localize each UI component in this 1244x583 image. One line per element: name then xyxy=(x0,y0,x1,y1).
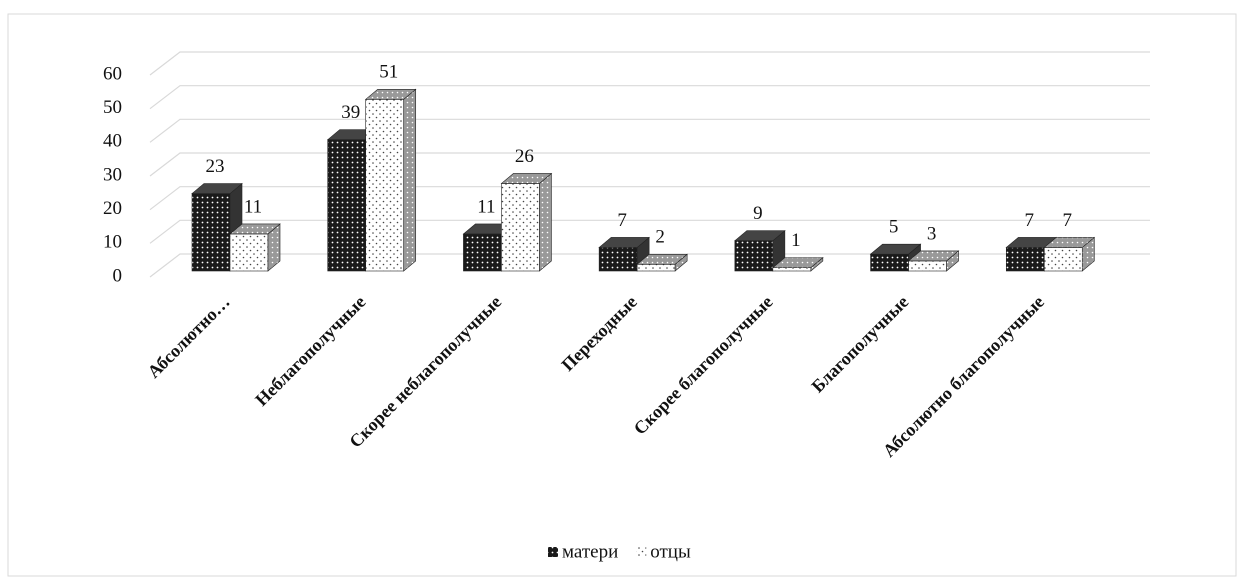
bar-top xyxy=(500,173,553,184)
grid-line xyxy=(149,152,1150,177)
bar-front xyxy=(734,240,774,272)
x-tick-label: Скорее благополучные xyxy=(630,292,777,439)
data-label: 2 xyxy=(655,227,665,248)
bar-top xyxy=(1043,237,1096,248)
bar-front xyxy=(598,247,638,272)
data-label: 39 xyxy=(341,102,360,123)
data-label: 7 xyxy=(1025,210,1035,231)
bar-front xyxy=(501,183,540,272)
legend-swatch xyxy=(636,547,647,557)
data-label: 7 xyxy=(617,210,627,231)
chart-border xyxy=(7,13,1237,577)
legend-swatch xyxy=(548,547,558,557)
bar xyxy=(907,250,960,272)
bar-top xyxy=(907,250,960,262)
grid-line xyxy=(149,85,1150,110)
bar-front xyxy=(870,253,909,272)
y-tick-label: 50 xyxy=(103,97,122,118)
x-tick-label: Неблагополучные xyxy=(251,292,369,410)
bar-front xyxy=(191,193,231,272)
data-label: 23 xyxy=(206,156,225,177)
bar-top xyxy=(772,257,824,268)
bar-top xyxy=(364,89,417,100)
bar-front xyxy=(636,263,676,272)
data-label: 11 xyxy=(477,196,495,217)
bar-front xyxy=(327,139,367,272)
bar-front xyxy=(1005,247,1045,272)
bar xyxy=(636,253,688,272)
data-label: 3 xyxy=(927,223,937,244)
y-tick-label: 60 xyxy=(103,63,122,84)
bar xyxy=(191,182,243,272)
bar xyxy=(500,172,553,272)
bar-top xyxy=(734,230,786,241)
y-tick-label: 10 xyxy=(103,232,122,253)
bar-top xyxy=(636,253,688,265)
bar xyxy=(772,256,824,272)
y-tick-label: 0 xyxy=(113,265,123,286)
grid-line xyxy=(149,118,1150,143)
bar xyxy=(734,230,786,272)
data-label: 5 xyxy=(889,217,899,238)
y-tick-label: 30 xyxy=(103,164,122,185)
bar-front xyxy=(463,233,502,272)
bar xyxy=(229,223,281,272)
bar-top xyxy=(869,243,922,255)
legend-label: отцы xyxy=(650,541,691,562)
bar-front xyxy=(1043,247,1083,272)
grid-line xyxy=(149,186,1150,211)
data-label: 11 xyxy=(244,196,262,217)
bar-side xyxy=(539,172,552,272)
x-tick-label: Абсолютно благополучные xyxy=(879,292,1048,461)
data-label: 1 xyxy=(791,230,801,251)
grid-line xyxy=(149,219,1150,244)
grid-line xyxy=(149,253,1150,278)
data-label: 7 xyxy=(1063,210,1073,231)
y-tick-label: 20 xyxy=(103,198,122,219)
bar-front xyxy=(365,99,405,272)
data-label: 9 xyxy=(753,203,763,224)
bar-front xyxy=(229,233,269,272)
x-tick-label: Благополучные xyxy=(807,292,912,397)
bar-top xyxy=(598,237,650,248)
bar-side xyxy=(403,88,417,272)
grid-line xyxy=(149,51,1150,76)
y-tick-label: 40 xyxy=(103,131,122,152)
bar xyxy=(598,236,650,272)
bar xyxy=(1043,236,1096,272)
data-label: 51 xyxy=(379,62,398,83)
data-label: 26 xyxy=(515,146,534,167)
x-tick-label: Абсолютно… xyxy=(143,292,233,382)
bar-top xyxy=(229,223,281,235)
bar-front xyxy=(908,260,947,272)
legend-label: матери xyxy=(562,541,618,562)
x-tick-label: Переходные xyxy=(557,292,640,375)
bar-front xyxy=(772,267,812,272)
bar-top xyxy=(191,183,243,194)
bar xyxy=(869,243,922,272)
bar xyxy=(364,88,417,272)
x-tick-label: Скорее неблагополучные xyxy=(345,292,505,452)
